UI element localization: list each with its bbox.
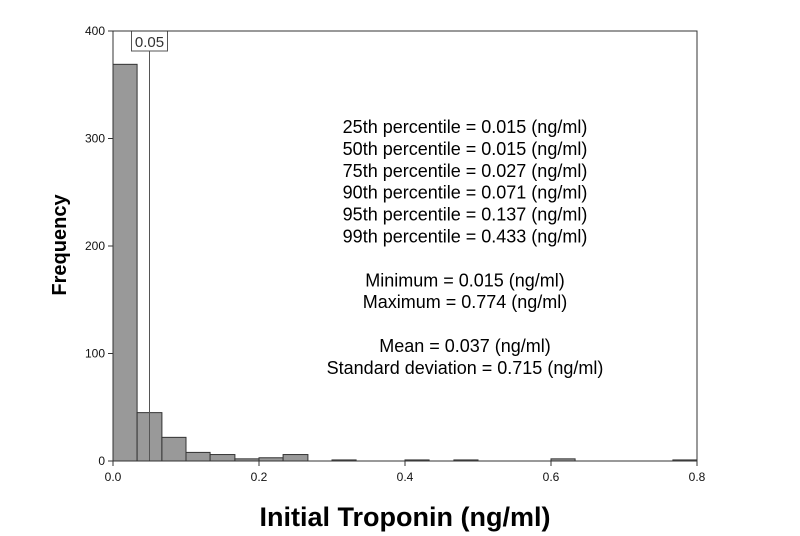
x-tick-label: 0.2 xyxy=(251,470,268,484)
stat-line: 75th percentile = 0.027 (ng/ml) xyxy=(343,161,588,181)
histogram-bar xyxy=(185,451,211,462)
x-tick-label: 0.4 xyxy=(397,470,414,484)
x-tick-label: 0.6 xyxy=(543,470,560,484)
y-axis: 0 100 200 300 400 xyxy=(85,24,113,468)
y-tick-label: 0 xyxy=(98,454,105,468)
x-tick-label: 0.0 xyxy=(105,470,122,484)
stat-line: Minimum = 0.015 (ng/ml) xyxy=(365,270,565,290)
y-tick-label: 300 xyxy=(85,132,105,146)
x-axis-title: Initial Troponin (ng/ml) xyxy=(260,502,551,532)
histogram-bar xyxy=(112,63,138,462)
histogram-bar xyxy=(282,454,309,462)
histogram-bars xyxy=(112,63,698,462)
y-tick-label: 400 xyxy=(85,24,105,38)
stat-line: 50th percentile = 0.015 (ng/ml) xyxy=(343,139,588,159)
reference-label: 0.05 xyxy=(135,34,164,51)
x-tick-label: 0.8 xyxy=(689,470,706,484)
x-axis: 0.0 0.2 0.4 0.6 0.8 xyxy=(105,461,706,484)
y-axis-title: Frequency xyxy=(49,194,71,296)
stat-line: 25th percentile = 0.015 (ng/ml) xyxy=(343,117,588,137)
stat-line: Maximum = 0.774 (ng/ml) xyxy=(363,292,568,312)
stat-line: 95th percentile = 0.137 (ng/ml) xyxy=(343,205,588,225)
stat-line: 90th percentile = 0.071 (ng/ml) xyxy=(343,183,588,203)
stats-annotation: 25th percentile = 0.015 (ng/ml)50th perc… xyxy=(327,117,604,378)
stat-line: Mean = 0.037 (ng/ml) xyxy=(379,336,551,356)
stat-line: Standard deviation = 0.715 (ng/ml) xyxy=(327,358,604,378)
y-tick-label: 100 xyxy=(85,347,105,361)
histogram-bar xyxy=(209,454,236,462)
stat-line: 99th percentile = 0.433 (ng/ml) xyxy=(343,227,588,247)
histogram-bar xyxy=(161,436,187,462)
y-tick-label: 200 xyxy=(85,239,105,253)
